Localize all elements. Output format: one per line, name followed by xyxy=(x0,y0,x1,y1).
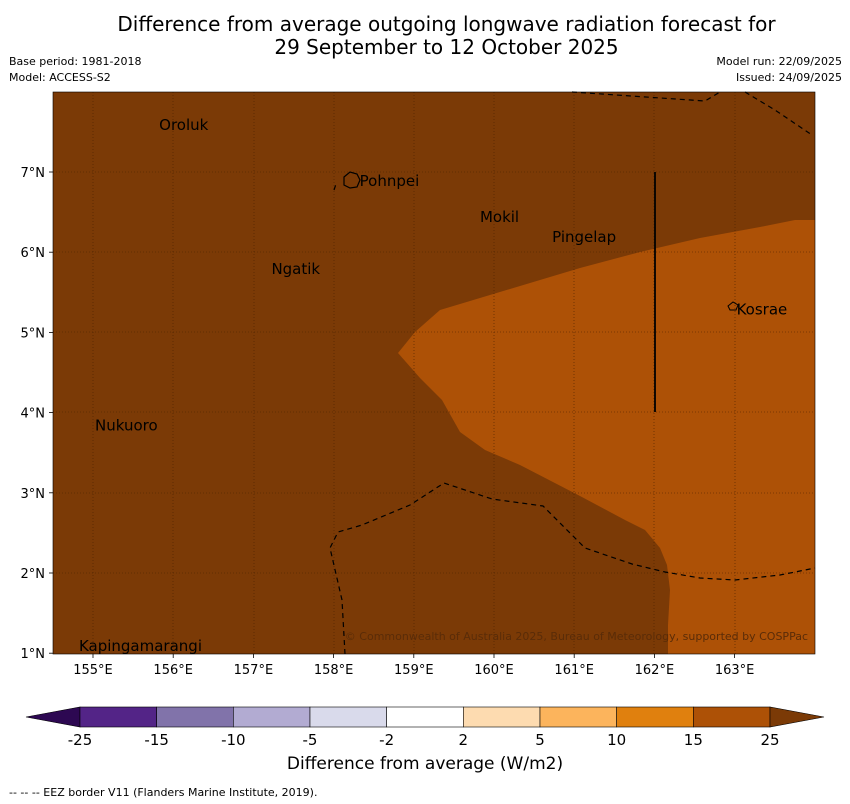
lat-label: 7°N xyxy=(21,166,46,181)
colorbar-tick-label: 15 xyxy=(684,731,703,749)
meta-left: Base period: 1981-2018 Model: ACCESS-S2 xyxy=(9,54,141,86)
model-run-text: Model run: 22/09/2025 xyxy=(716,55,842,68)
colorbar-segment xyxy=(386,706,464,728)
colorbar-segment xyxy=(693,706,771,728)
colorbar-extend-high xyxy=(769,706,825,728)
lon-label: 158°E xyxy=(314,663,354,678)
latitude-labels: 7°N 6°N 5°N 4°N 3°N 2°N 1°N xyxy=(21,166,53,662)
colorbar-tick-label: -2 xyxy=(379,731,394,749)
colorbar-tick-label: -25 xyxy=(68,731,93,749)
colorbar-extend-low xyxy=(25,706,81,728)
lon-label: 160°E xyxy=(474,663,514,678)
colorbar-tick-label: -5 xyxy=(303,731,318,749)
positive-anomaly-region xyxy=(398,220,815,654)
copyright-text: © Commonwealth of Australia 2025, Bureau… xyxy=(345,630,808,643)
lat-label: 5°N xyxy=(21,326,46,341)
place-label-pingelap: Pingelap xyxy=(552,228,616,246)
colorbar-segment xyxy=(309,706,387,728)
model-text: Model: ACCESS-S2 xyxy=(9,71,111,84)
colorbar-segment xyxy=(539,706,617,728)
colorbar-segment xyxy=(463,706,541,728)
place-label-nukuoro: Nukuoro xyxy=(95,417,158,435)
colorbar-segment xyxy=(79,706,157,728)
lon-label: 157°E xyxy=(234,663,274,678)
colorbar-tick-label: 5 xyxy=(535,731,545,749)
colorbar-tick-label: 2 xyxy=(459,731,469,749)
eez-borders xyxy=(329,91,816,655)
kosrae-coastline xyxy=(727,301,739,311)
place-label-pohnpei: Pohnpei xyxy=(360,172,420,190)
meta-right: Model run: 22/09/2025 Issued: 24/09/2025 xyxy=(716,54,842,86)
colorbar-tick-label: -15 xyxy=(144,731,169,749)
base-period-text: Base period: 1981-2018 xyxy=(9,55,142,68)
issued-text: Issued: 24/09/2025 xyxy=(735,71,842,84)
lat-label: 2°N xyxy=(21,567,46,582)
lat-label: 6°N xyxy=(21,246,46,261)
longitude-labels: 155°E 156°E 157°E 158°E 159°E 160°E 161°E 162°E… xyxy=(73,654,754,678)
place-label-kosrae: Kosrae xyxy=(737,300,788,318)
place-label-mokil: Mokil xyxy=(480,208,519,226)
colorbar: -25 -15 -10 -5 -2 2 5 10 15 25 xyxy=(25,706,825,749)
lon-label: 155°E xyxy=(73,663,113,678)
graticule xyxy=(53,92,815,654)
colorbar-tick-label: 10 xyxy=(607,731,626,749)
chart-title: Difference from average outgoing longwav… xyxy=(0,13,850,59)
lon-label: 162°E xyxy=(635,663,675,678)
title-line-2: 29 September to 12 October 2025 xyxy=(274,35,619,59)
place-label-oroluk: Oroluk xyxy=(159,116,208,134)
place-label-kapingamarangi: Kapingamarangi xyxy=(79,637,202,655)
lon-label: 161°E xyxy=(554,663,594,678)
place-label-ngatik: Ngatik xyxy=(271,260,320,278)
pohnpei-coastline xyxy=(343,171,361,189)
lat-label: 3°N xyxy=(21,487,46,502)
colorbar-segment xyxy=(233,706,311,728)
colorbar-tick-label: 25 xyxy=(760,731,779,749)
title-line-1: Difference from average outgoing longwav… xyxy=(117,12,776,36)
lat-label: 1°N xyxy=(21,647,46,662)
colorbar-title: Difference from average (W/m2) xyxy=(286,754,564,774)
lat-label: 4°N xyxy=(21,407,46,422)
colorbar-segment xyxy=(156,706,234,728)
map-border xyxy=(52,91,816,655)
colorbar-segment xyxy=(616,706,694,728)
lon-label: 159°E xyxy=(394,663,434,678)
eez-legend-footer: -- -- -- EEZ border V11 (Flanders Marine… xyxy=(9,786,318,799)
colorbar-tick-label: -10 xyxy=(221,731,246,749)
lon-label: 163°E xyxy=(715,663,755,678)
lon-label: 156°E xyxy=(153,663,193,678)
place-labels: Oroluk Pohnpei Mokil Pingelap Ngatik Kosrae Nu… xyxy=(79,116,787,655)
